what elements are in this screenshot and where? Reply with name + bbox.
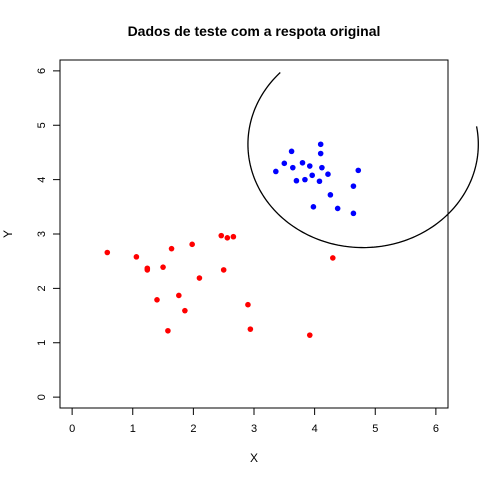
- blue-point: [299, 159, 306, 166]
- blue-point: [316, 178, 323, 185]
- blue-point: [317, 150, 324, 157]
- red-point: [189, 241, 195, 248]
- blue-point: [273, 168, 279, 175]
- y-tick-label: 0: [36, 394, 48, 400]
- blue-point: [327, 192, 334, 198]
- y-tick-label: 5: [36, 122, 48, 128]
- red-point: [104, 249, 111, 256]
- x-tick-label: 2: [190, 423, 196, 435]
- red-point: [168, 245, 175, 252]
- blue-point: [281, 160, 288, 167]
- red-point: [165, 327, 171, 334]
- blue-point: [306, 163, 313, 169]
- y-tick-label: 4: [36, 177, 48, 183]
- x-tick-label: 1: [130, 423, 136, 435]
- x-tick-label: 6: [433, 423, 439, 435]
- red-point: [245, 301, 251, 308]
- blue-point: [288, 148, 295, 155]
- red-point: [154, 296, 160, 303]
- x-axis: 0 1 2 3 4 5 6: [69, 407, 439, 435]
- blue-point: [350, 210, 357, 217]
- red-point: [133, 254, 140, 260]
- blue-point: [319, 164, 325, 171]
- x-tick-label: 4: [312, 423, 318, 435]
- y-tick-label: 1: [36, 340, 48, 346]
- red-point: [330, 255, 336, 261]
- y-tick-label: 3: [36, 231, 48, 237]
- blue-point: [355, 167, 362, 174]
- blue-point: [310, 204, 317, 210]
- red-point: [160, 264, 166, 270]
- blue-point: [334, 205, 341, 212]
- red-point: [196, 275, 203, 281]
- red-point: [224, 235, 231, 241]
- y-axis: 0 1 2 3 4 5 6: [36, 68, 61, 400]
- red-point: [176, 292, 182, 299]
- data-points: [104, 141, 362, 338]
- decision-boundary: [247, 72, 479, 249]
- boundary-curve: [247, 72, 479, 249]
- chart-title: Dados de teste com a respota original: [128, 23, 381, 39]
- blue-point: [350, 183, 357, 189]
- red-point: [144, 265, 151, 272]
- x-tick-label: 3: [251, 423, 257, 435]
- red-point: [182, 307, 188, 314]
- blue-point: [293, 177, 300, 184]
- red-point: [306, 332, 313, 338]
- blue-point: [309, 172, 316, 179]
- blue-point: [325, 171, 331, 177]
- red-point: [220, 267, 227, 273]
- x-tick-label: 5: [372, 423, 378, 435]
- y-tick-label: 2: [36, 285, 48, 291]
- blue-point: [317, 141, 324, 148]
- red-point: [247, 326, 254, 332]
- y-axis-label: Y: [1, 230, 15, 238]
- y-tick-label: 6: [36, 68, 48, 74]
- red-point: [218, 232, 225, 239]
- x-axis-label: X: [250, 451, 258, 465]
- x-tick-label: 0: [69, 423, 75, 435]
- blue-point: [302, 176, 308, 183]
- blue-point: [290, 164, 296, 171]
- red-point: [230, 233, 237, 240]
